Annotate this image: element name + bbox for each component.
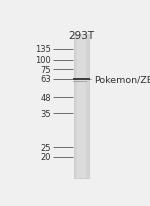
Text: 25: 25 [41, 143, 51, 152]
Text: 35: 35 [41, 109, 51, 118]
Text: 20: 20 [41, 153, 51, 162]
Bar [77, 35, 86, 179]
Text: 75: 75 [41, 66, 51, 74]
Text: 63: 63 [40, 75, 51, 84]
Bar [73, 78, 90, 81]
Text: 100: 100 [36, 56, 51, 65]
Text: 48: 48 [41, 93, 51, 102]
Bar [73, 82, 87, 83]
Text: 135: 135 [35, 45, 51, 54]
Bar [74, 35, 89, 179]
Text: Pokemon/ZBTB7A: Pokemon/ZBTB7A [94, 75, 150, 84]
Text: 293T: 293T [68, 31, 95, 41]
